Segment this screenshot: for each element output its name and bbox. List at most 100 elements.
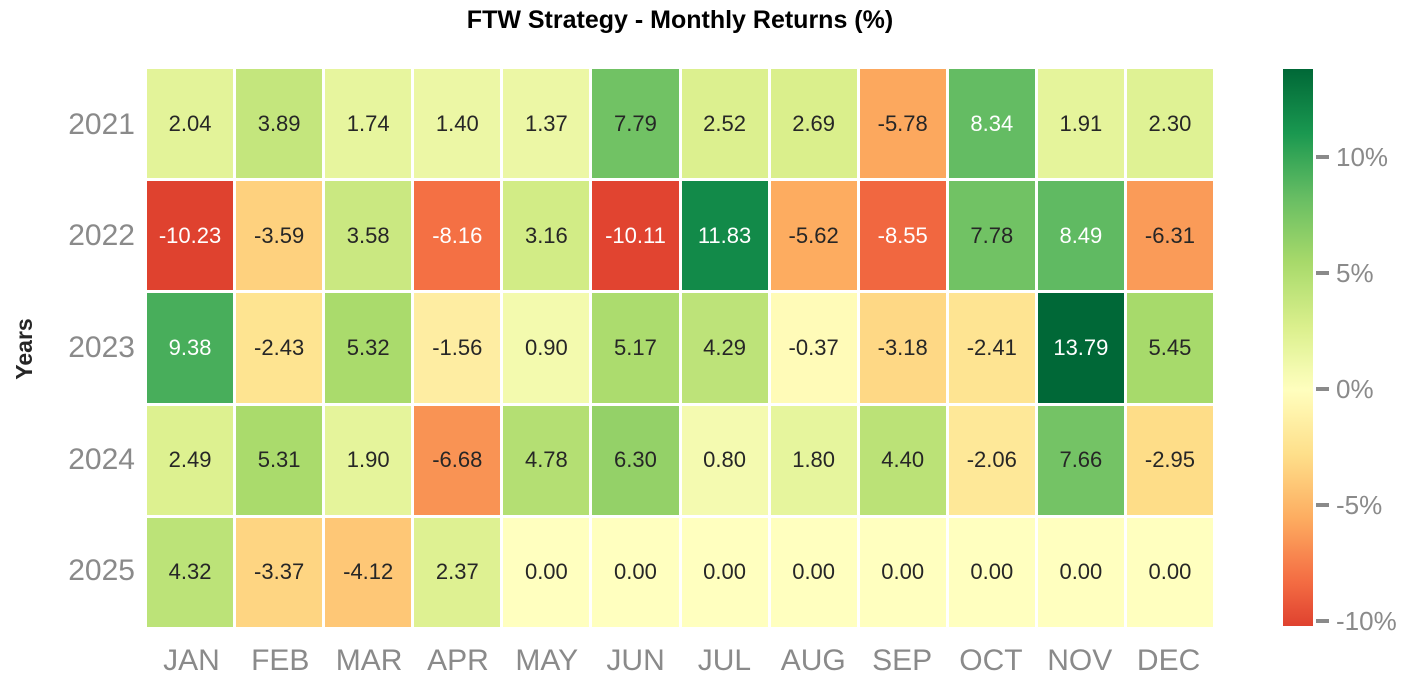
heatmap-cell-2024-MAR: 1.90 bbox=[325, 405, 412, 515]
cell-value-label: -10.23 bbox=[158, 222, 222, 248]
heatmap-cell-2022-FEB: -3.59 bbox=[236, 181, 323, 291]
colorbar-tickmark--10% bbox=[1316, 618, 1329, 623]
cell-value-label: -3.59 bbox=[254, 222, 305, 248]
cell-value-label: 1.37 bbox=[524, 110, 568, 136]
heatmap-cell-2025-JUL: 0.00 bbox=[681, 517, 768, 627]
heatmap-cell-2022-OCT: 7.78 bbox=[948, 181, 1035, 291]
heatmap-cell-2021-JUL: 2.52 bbox=[681, 69, 768, 179]
x-tick-aug: AUG bbox=[780, 644, 846, 677]
cell-value-label: 3.58 bbox=[346, 222, 390, 248]
cell-value-label: 2.52 bbox=[703, 110, 746, 136]
heatmap-cell-2021-SEP: -5.78 bbox=[859, 69, 946, 179]
heatmap-cell-2023-JUN: 5.17 bbox=[592, 293, 679, 403]
heatmap-cell-2022-APR: -8.16 bbox=[414, 181, 501, 291]
heatmap-cell-2024-JUN: 6.30 bbox=[592, 405, 679, 515]
heatmap-cell-2021-APR: 1.40 bbox=[414, 69, 501, 179]
cell-value-label: 1.90 bbox=[346, 447, 390, 473]
colorbar-tickmark-0% bbox=[1316, 386, 1329, 391]
heatmap-cell-2023-JUL: 4.29 bbox=[681, 293, 768, 403]
cell-value-label: -0.37 bbox=[788, 334, 839, 360]
heatmap-cell-2024-AUG: 1.80 bbox=[770, 405, 857, 515]
cell-value-label: 13.79 bbox=[1053, 334, 1109, 360]
heatmap-cell-2021-MAR: 1.74 bbox=[325, 69, 412, 179]
cell-value-label: 6.30 bbox=[614, 447, 657, 473]
colorbar-tickmark-5% bbox=[1316, 270, 1329, 275]
heatmap-cell-2021-DEC: 2.30 bbox=[1126, 69, 1213, 179]
cell-value-label: 0.00 bbox=[524, 559, 568, 585]
cell-value-label: 0.00 bbox=[792, 559, 836, 585]
chart-title: FTW Strategy - Monthly Returns (%) bbox=[466, 6, 894, 34]
y-tick-2025: 2025 bbox=[68, 554, 135, 588]
heatmap-cell-2021-NOV: 1.91 bbox=[1037, 69, 1124, 179]
cell-value-label: 7.78 bbox=[970, 222, 1014, 248]
heatmap-cell-2025-SEP: 0.00 bbox=[859, 517, 946, 627]
x-tick-jul: JUL bbox=[697, 644, 752, 677]
y-tick-2023: 2023 bbox=[68, 331, 135, 364]
colorbar-ticklabel-0%: 0% bbox=[1336, 373, 1374, 404]
cell-value-label: 9.38 bbox=[168, 334, 212, 360]
y-tick-2022: 2022 bbox=[68, 219, 135, 253]
y-tick-2021: 2021 bbox=[68, 107, 135, 141]
cell-value-label: 0.00 bbox=[1059, 559, 1103, 585]
heatmap-cell-2025-FEB: -3.37 bbox=[236, 517, 323, 627]
cell-value-label: 1.91 bbox=[1059, 110, 1103, 136]
cell-value-label: 0.00 bbox=[614, 559, 657, 585]
heatmap-cell-2022-JAN: -10.23 bbox=[147, 181, 234, 291]
heatmap-cell-2024-OCT: -2.06 bbox=[948, 405, 1035, 515]
x-tick-mar: MAR bbox=[335, 644, 403, 677]
heatmap-cell-2021-AUG: 2.69 bbox=[770, 69, 857, 179]
cell-value-label: 0.90 bbox=[524, 334, 568, 360]
heatmap-cell-2024-JAN: 2.49 bbox=[147, 405, 234, 515]
cell-value-label: -3.18 bbox=[877, 334, 928, 360]
heatmap-cell-2021-JAN: 2.04 bbox=[147, 69, 234, 179]
heatmap-cell-2025-AUG: 0.00 bbox=[770, 517, 857, 627]
heatmap-cell-2023-AUG: -0.37 bbox=[770, 293, 857, 403]
x-tick-feb: FEB bbox=[251, 644, 310, 677]
cell-value-label: 3.89 bbox=[257, 110, 301, 136]
x-tick-dec: DEC bbox=[1136, 644, 1201, 677]
heatmap-cell-2025-APR: 2.37 bbox=[414, 517, 501, 627]
cell-value-label: 1.74 bbox=[346, 110, 390, 136]
colorbar-ticklabel--5%: -5% bbox=[1336, 489, 1383, 520]
heatmap-cell-2022-AUG: -5.62 bbox=[770, 181, 857, 291]
cell-value-label: 5.31 bbox=[257, 447, 301, 473]
cell-value-label: 7.79 bbox=[614, 110, 657, 136]
cell-value-label: 2.30 bbox=[1148, 110, 1192, 136]
cell-value-label: 8.34 bbox=[970, 110, 1014, 136]
heatmap-cell-2022-MAR: 3.58 bbox=[325, 181, 412, 291]
x-tick-jun: JUN bbox=[606, 644, 665, 677]
heatmap-cell-2025-MAY: 0.00 bbox=[503, 517, 590, 627]
cell-value-label: 2.69 bbox=[792, 110, 836, 136]
cell-value-label: -6.31 bbox=[1144, 222, 1196, 248]
cell-value-label: 4.32 bbox=[168, 559, 212, 585]
heatmap-cell-2024-DEC: -2.95 bbox=[1126, 405, 1213, 515]
x-tick-oct: OCT bbox=[959, 644, 1023, 677]
heatmap-cell-2025-DEC: 0.00 bbox=[1126, 517, 1213, 627]
heatmap-cell-2022-DEC: -6.31 bbox=[1126, 181, 1213, 291]
cell-value-label: 5.32 bbox=[346, 334, 390, 360]
heatmap-cell-2023-OCT: -2.41 bbox=[948, 293, 1035, 403]
colorbar-ticklabel-10%: 10% bbox=[1336, 141, 1389, 172]
cell-value-label: -2.43 bbox=[254, 334, 305, 360]
heatmap-cell-2025-MAR: -4.12 bbox=[325, 517, 412, 627]
heatmap-cell-2024-APR: -6.68 bbox=[414, 405, 501, 515]
cell-value-label: -3.37 bbox=[254, 559, 305, 585]
x-tick-nov: NOV bbox=[1047, 644, 1113, 677]
cell-value-label: 4.78 bbox=[524, 447, 568, 473]
cell-value-label: 1.80 bbox=[792, 447, 836, 473]
cell-value-label: 4.29 bbox=[703, 334, 746, 360]
heatmap-cell-2022-SEP: -8.55 bbox=[859, 181, 946, 291]
heatmap-cell-2021-FEB: 3.89 bbox=[236, 69, 323, 179]
heatmap-cell-2025-NOV: 0.00 bbox=[1037, 517, 1124, 627]
heatmap-cell-2024-FEB: 5.31 bbox=[236, 405, 323, 515]
heatmap-cell-2022-MAY: 3.16 bbox=[503, 181, 590, 291]
cell-value-label: 0.00 bbox=[1148, 559, 1192, 585]
x-tick-apr: APR bbox=[427, 644, 489, 677]
heatmap-cell-2021-OCT: 8.34 bbox=[948, 69, 1035, 179]
cell-value-label: -2.41 bbox=[966, 334, 1017, 360]
cell-value-label: 5.17 bbox=[614, 334, 657, 360]
heatmap-cell-2023-MAR: 5.32 bbox=[325, 293, 412, 403]
x-tick-sep: SEP bbox=[872, 644, 933, 677]
heatmap-cell-2025-JAN: 4.32 bbox=[147, 517, 234, 627]
